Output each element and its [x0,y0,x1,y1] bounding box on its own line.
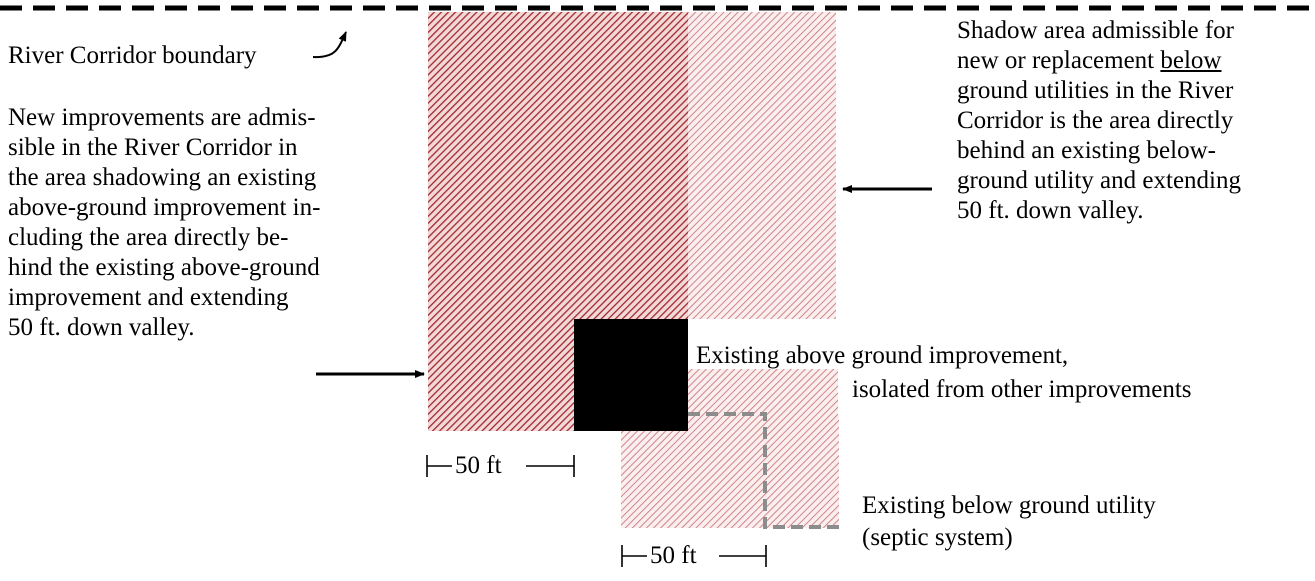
existing-improvement-block [574,319,688,431]
right-description-line: new or replacement below [957,46,1241,76]
right-description-line: ground utility and extending [957,167,1241,194]
utility-shadow-upper [688,12,836,319]
right-description-line: behind an existing below- [957,137,1216,164]
right-description-line: ground utilities in the River [957,77,1234,104]
right-description-line: Shadow area admissible for [957,17,1235,44]
left-description: New improvements are admis- sible in the… [8,103,320,343]
left-description-line: sible in the River Corridor in [8,134,298,161]
left-description-line: above-ground improvement in- [8,194,321,221]
utility-label-line2: (septic system) [862,524,1013,551]
left-description-line: 50 ft. down valley. [8,314,195,341]
utility-outline [688,412,842,529]
improvement-label-line2: isolated from other improvements [852,376,1192,403]
utility-label-line1: Existing below ground utility [862,492,1156,519]
dimension-bracket-improvement [426,455,575,477]
right-description-text: new or replacement [957,47,1161,74]
utility-shadow-middle [688,369,838,416]
left-description-line: the area shadowing an existing [8,164,317,191]
improvement-label-line1: Existing above ground improvement, [696,342,1069,369]
utility-shadow-lower [621,416,839,528]
dimension-label-improvement: 50 ft [455,452,502,479]
left-description-line: improvement and extending [8,284,289,311]
dimension-label-utility: 50 ft [650,542,697,569]
right-description: Shadow area admissible for new or replac… [957,16,1241,226]
boundary-label: River Corridor boundary [8,42,257,69]
right-description-line: Corridor is the area directly [957,107,1234,134]
left-description-line: New improvements are admis- [8,104,316,131]
boundary-pointer-arrow [312,31,347,59]
right-description-line: 50 ft. down valley. [957,197,1144,224]
dimension-bracket-utility [621,545,767,567]
below-emphasis: below [1160,47,1222,74]
left-description-line: hind the existing above-ground [8,254,320,281]
left-description-line: cluding the area directly be- [8,224,289,251]
